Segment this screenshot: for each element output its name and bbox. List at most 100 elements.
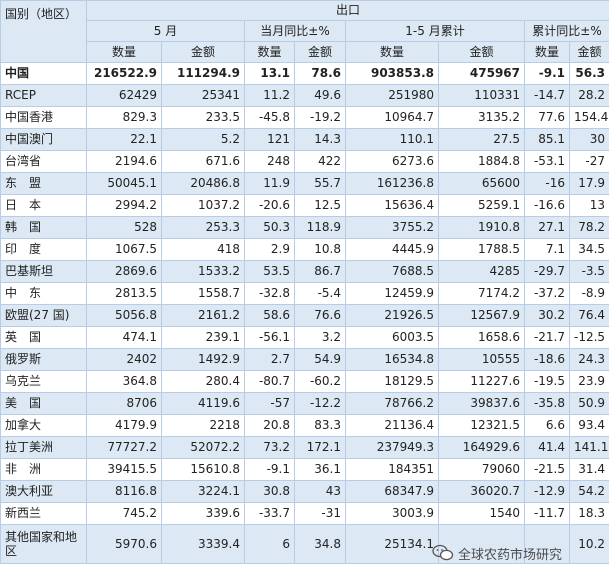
value-cell: 239.1	[161, 326, 245, 349]
value-cell: 154.4	[568, 106, 609, 129]
value-cell: -32.8	[244, 282, 295, 305]
table-row: 印 度 1067.5 418 2.9 10.8 4445.9 1788.5 7.1 34.5	[0, 238, 609, 261]
value-cell: 27.5	[438, 128, 525, 151]
value-cell: 474.1	[86, 326, 162, 349]
value-cell: 418	[161, 238, 245, 261]
value-cell: 6003.5	[345, 326, 439, 349]
value-cell: 172.1	[294, 436, 346, 459]
country-cell: 中 东	[0, 282, 87, 305]
header-ytd: 1-5 月累计	[345, 20, 525, 42]
value-cell: 2.9	[244, 238, 295, 261]
value-cell: 903853.8	[345, 62, 439, 85]
value-cell: -56.1	[244, 326, 295, 349]
table-row: 中国澳门 22.1 5.2 121 14.3 110.1 27.5 85.1 30	[0, 128, 609, 151]
value-cell: -20.6	[244, 194, 295, 217]
value-cell: 18.3	[568, 502, 609, 525]
header-ytd-yoy: 累计同比±%	[523, 20, 609, 42]
table-row: 台湾省 2194.6 671.6 248 422 6273.6 1884.8 -53.1 -27	[0, 150, 609, 173]
country-cell: 中国澳门	[0, 128, 87, 151]
value-cell: 253.3	[161, 216, 245, 239]
value-cell: 76.6	[294, 304, 346, 327]
value-cell: 78.2	[568, 216, 609, 239]
value-cell: -21.5	[524, 458, 570, 481]
value-cell: 50045.1	[86, 172, 162, 195]
value-cell: -80.7	[244, 370, 295, 393]
value-cell: 49.6	[294, 84, 346, 107]
value-cell: 339.6	[161, 502, 245, 525]
value-cell: 10964.7	[345, 106, 439, 129]
value-cell: 1788.5	[438, 238, 525, 261]
value-cell: 83.3	[294, 414, 346, 437]
value-cell: 93.4	[568, 414, 609, 437]
value-cell: 31.4	[568, 458, 609, 481]
value-cell: -16.6	[524, 194, 570, 217]
value-cell: 20486.8	[161, 172, 245, 195]
value-cell: -21.7	[524, 326, 570, 349]
value-cell: 251980	[345, 84, 439, 107]
value-cell: 8116.8	[86, 480, 162, 503]
value-cell: 21926.5	[345, 304, 439, 327]
header-may: 5 月	[86, 20, 245, 42]
country-cell: 非 洲	[0, 458, 87, 481]
value-cell: 2994.2	[86, 194, 162, 217]
value-cell: 3003.9	[345, 502, 439, 525]
value-cell: 2218	[161, 414, 245, 437]
value-cell: 422	[294, 150, 346, 173]
value-cell: 43	[294, 480, 346, 503]
value-cell: 110.1	[345, 128, 439, 151]
header-amount: 金额	[438, 41, 525, 63]
value-cell: 118.9	[294, 216, 346, 239]
value-cell: 7.1	[524, 238, 570, 261]
value-cell: -18.6	[524, 348, 570, 371]
value-cell: 30.2	[524, 304, 570, 327]
value-cell: 20.8	[244, 414, 295, 437]
value-cell: 12459.9	[345, 282, 439, 305]
header-export: 出口	[85, 0, 609, 21]
value-cell: -60.2	[294, 370, 346, 393]
table-row: 巴基斯坦 2869.6 1533.2 53.5 86.7 7688.5 4285 -29.7-…	[0, 260, 609, 283]
value-cell: 6.6	[524, 414, 570, 437]
value-cell: 79060	[438, 458, 525, 481]
country-cell: 台湾省	[0, 150, 87, 173]
value-cell: 10555	[438, 348, 525, 371]
value-cell: 6273.6	[345, 150, 439, 173]
value-cell: 2161.2	[161, 304, 245, 327]
value-cell: 5.2	[161, 128, 245, 151]
value-cell: 1540	[438, 502, 525, 525]
value-cell: -5.4	[294, 282, 346, 305]
value-cell: -19.2	[294, 106, 346, 129]
header-amount: 金额	[161, 41, 245, 63]
country-cell: 其他国家和地区	[0, 524, 87, 564]
value-cell: 745.2	[86, 502, 162, 525]
country-cell: 印 度	[0, 238, 87, 261]
value-cell: -31	[294, 502, 346, 525]
value-cell: 161236.8	[345, 172, 439, 195]
value-cell: 34.8	[294, 524, 346, 564]
value-cell: 15610.8	[161, 458, 245, 481]
country-cell: 韩 国	[0, 216, 87, 239]
country-cell: 巴基斯坦	[0, 260, 87, 283]
value-cell: 23.9	[568, 370, 609, 393]
value-cell: 36020.7	[438, 480, 525, 503]
table-row: 非 洲 39415.5 15610.8 -9.1 36.1 184351 79060 -21.…	[0, 458, 609, 481]
value-cell: 1492.9	[161, 348, 245, 371]
value-cell: -37.2	[524, 282, 570, 305]
value-cell: 12.5	[294, 194, 346, 217]
value-cell: -53.1	[524, 150, 570, 173]
country-cell: 日 本	[0, 194, 87, 217]
value-cell: 4179.9	[86, 414, 162, 437]
value-cell: 1884.8	[438, 150, 525, 173]
value-cell: 13	[568, 194, 609, 217]
table-row: 新西兰 745.2 339.6 -33.7 -31 3003.9 1540 -11.7 18.3	[0, 502, 609, 525]
country-cell: 中国	[0, 62, 87, 85]
value-cell: 111294.9	[161, 62, 245, 85]
value-cell: 5259.1	[438, 194, 525, 217]
header-monthly-yoy: 当月同比±%	[244, 20, 346, 42]
value-cell: 65600	[438, 172, 525, 195]
value-cell: 18129.5	[345, 370, 439, 393]
value-cell: 2869.6	[86, 260, 162, 283]
value-cell: -45.8	[244, 106, 295, 129]
value-cell: 3135.2	[438, 106, 525, 129]
value-cell: 237949.3	[345, 436, 439, 459]
value-cell: 39415.5	[86, 458, 162, 481]
